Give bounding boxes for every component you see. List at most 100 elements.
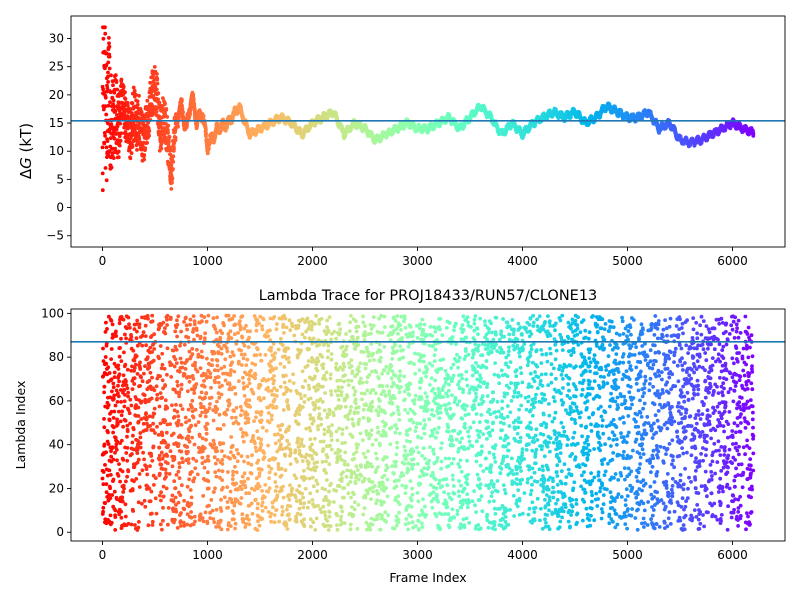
dg-point (106, 74, 110, 79)
dg-point (125, 103, 130, 108)
dg-point (132, 88, 137, 93)
dg-point (123, 90, 127, 95)
dg-point (169, 187, 174, 191)
dg-point (141, 121, 146, 126)
dg-point (103, 166, 108, 170)
dg-point (105, 83, 109, 88)
dg-point (180, 107, 185, 111)
dg-point (107, 44, 112, 49)
dg-point (161, 96, 165, 100)
dg-point (148, 80, 153, 85)
dg-point (128, 156, 133, 161)
dg-point (126, 126, 130, 131)
dg-point (112, 90, 117, 95)
dg-point (167, 135, 172, 139)
dg-point (180, 103, 185, 108)
dg-point (112, 136, 117, 141)
dg-point (191, 97, 196, 102)
dg-point (115, 87, 120, 92)
dg-point (142, 157, 147, 162)
dg-point (135, 148, 139, 152)
dg-point (191, 94, 196, 99)
dg-point (116, 149, 121, 154)
dg-point (172, 147, 176, 151)
dg-point (101, 87, 105, 92)
dg-point (108, 90, 113, 95)
dg-point (104, 51, 109, 55)
dg-point (127, 148, 132, 153)
dg-point (156, 91, 161, 96)
dg-point (130, 101, 135, 105)
dg-point (157, 100, 162, 105)
dg-point (156, 97, 161, 102)
dg-point (171, 160, 176, 164)
dg-point (164, 107, 169, 111)
dg-point (118, 138, 123, 143)
dg-point (104, 178, 109, 183)
dg-point (135, 102, 140, 107)
dg-point (137, 93, 141, 98)
dg-point (135, 99, 140, 104)
dg-point (100, 145, 105, 150)
dg-point (142, 153, 147, 157)
dg-point (103, 104, 108, 109)
dg-point (193, 108, 197, 113)
dg-point (116, 155, 121, 160)
dg-point (204, 131, 209, 136)
dg-point (163, 101, 167, 106)
dg-point (171, 154, 176, 159)
dg-point (109, 122, 114, 127)
dg-point (106, 80, 110, 84)
dg-point (160, 105, 165, 110)
dg-point (123, 97, 128, 101)
dg-point (113, 73, 118, 78)
dg-point (102, 131, 107, 135)
dg-point (130, 145, 135, 149)
dg-point (112, 104, 117, 109)
dg-point (145, 140, 150, 145)
dg-panel: 0 1000 2000 3000 4000 5000 6000 −5051015202530… (17, 15, 786, 268)
dg-point (147, 133, 152, 138)
dg-point (151, 74, 155, 78)
dg-point (100, 171, 105, 176)
dg-point (143, 146, 148, 151)
dg-point (104, 145, 109, 150)
dg-point (128, 107, 133, 112)
dg-point (169, 163, 174, 168)
dg-point (159, 146, 164, 151)
dg-point (111, 98, 116, 103)
dg-point (105, 139, 110, 144)
dg-point (107, 54, 112, 59)
dg-point (180, 98, 184, 103)
dg-point (113, 109, 118, 113)
dg-point (168, 152, 173, 157)
dg-point (104, 112, 109, 117)
dg-point (111, 83, 115, 88)
dg-point (130, 111, 134, 115)
dg-point (155, 72, 159, 76)
dg-point (118, 121, 122, 126)
dg-point (145, 98, 150, 103)
dg-point (204, 138, 209, 142)
dg-point (103, 25, 107, 30)
dg-point (189, 104, 193, 108)
dg-point (114, 80, 119, 84)
dg-point (103, 95, 108, 100)
dg-point (133, 92, 138, 97)
dg-point (101, 36, 106, 41)
dg-point (176, 124, 180, 129)
dg-point (155, 81, 160, 86)
dg-point (129, 151, 134, 156)
dg-point (166, 123, 171, 128)
dg-point (154, 87, 159, 92)
dg-point (115, 113, 119, 117)
dg-point (152, 65, 157, 69)
dg-point (102, 141, 107, 146)
dg-point (204, 127, 208, 132)
dg-point (121, 84, 126, 89)
dg-point (107, 41, 111, 46)
dg-point (104, 89, 109, 94)
dg-point (206, 151, 210, 155)
dg-point (119, 77, 124, 82)
